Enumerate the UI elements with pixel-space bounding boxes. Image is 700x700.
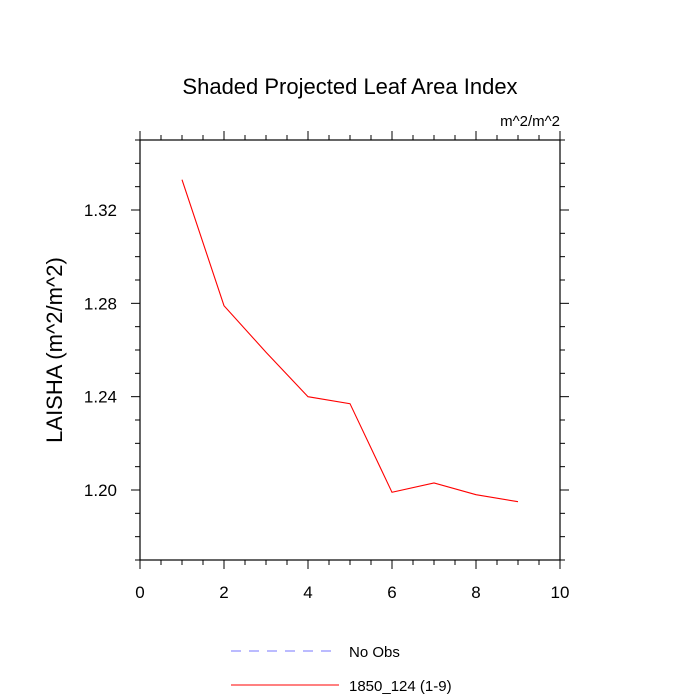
legend: No Obs 1850_124 (1-9) bbox=[231, 644, 452, 695]
legend-label: 1850_124 (1-9) bbox=[349, 678, 452, 695]
y-tick-label: 1.20 bbox=[84, 481, 117, 500]
x-tick-label: 2 bbox=[219, 583, 228, 602]
units-label: m^2/m^2 bbox=[500, 113, 560, 130]
y-tick-label: 1.28 bbox=[84, 294, 117, 313]
legend-label: No Obs bbox=[349, 644, 400, 661]
y-axis-label: LAISHA (m^2/m^2) bbox=[42, 257, 67, 443]
x-tick-label: 4 bbox=[303, 583, 312, 602]
x-tick-label: 8 bbox=[471, 583, 480, 602]
y-tick-label: 1.24 bbox=[84, 388, 117, 407]
x-tick-label: 10 bbox=[551, 583, 570, 602]
plot-frame bbox=[139, 139, 561, 561]
series-line bbox=[181, 179, 519, 503]
x-tick-label: 6 bbox=[387, 583, 396, 602]
series-layer bbox=[181, 179, 519, 503]
y-tick-label: 1.32 bbox=[84, 201, 117, 220]
x-tick-label: 0 bbox=[135, 583, 144, 602]
axis-ticks: 0 2 4 6 8 10 1.20 1.24 1.28 1.32 bbox=[84, 131, 570, 602]
chart-title: Shaded Projected Leaf Area Index bbox=[182, 74, 517, 99]
